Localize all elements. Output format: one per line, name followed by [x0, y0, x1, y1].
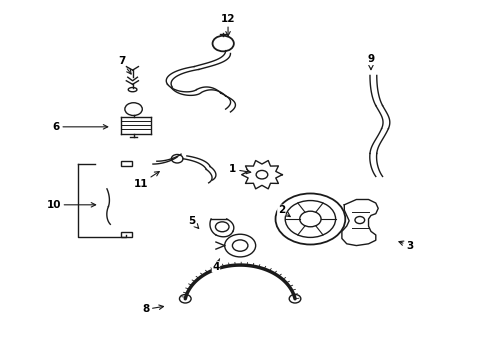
Text: 3: 3	[399, 240, 414, 251]
Text: 12: 12	[221, 14, 235, 36]
Text: 5: 5	[188, 216, 198, 229]
Text: 9: 9	[368, 54, 374, 69]
Text: 8: 8	[142, 304, 164, 314]
Text: 2: 2	[278, 205, 290, 217]
Text: 1: 1	[229, 165, 251, 174]
Text: 6: 6	[52, 122, 108, 132]
Text: 11: 11	[134, 172, 159, 189]
Text: 4: 4	[212, 259, 220, 272]
Text: 10: 10	[47, 200, 96, 210]
Text: 7: 7	[118, 56, 131, 74]
Bar	[122, 232, 132, 237]
Bar	[122, 161, 132, 166]
